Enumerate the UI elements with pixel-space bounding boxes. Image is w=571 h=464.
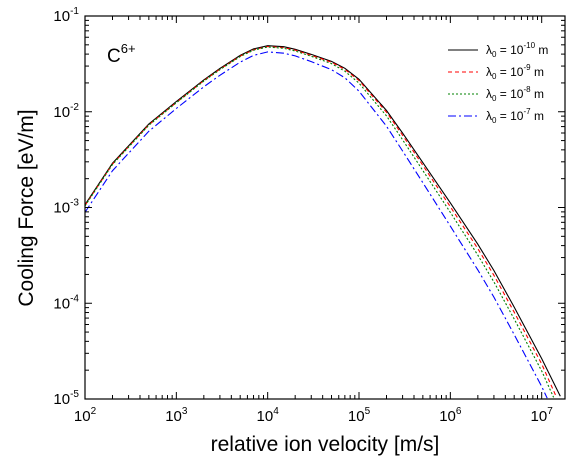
y-tick-label: 10-3: [53, 198, 79, 217]
y-tick-label-base: 10: [53, 104, 70, 121]
x-tick-label-base: 10: [257, 408, 274, 425]
series-line-3: [84, 46, 555, 398]
x-tick-label-exponent: 2: [91, 406, 97, 417]
series-line-4: [84, 51, 548, 399]
legend: λ0 = 10-10 mλ0 = 10-9 mλ0 = 10-8 mλ0 = 1…: [448, 41, 548, 125]
legend-exponent: -8: [523, 85, 531, 94]
series-line-1: [84, 45, 561, 397]
plot-lines: [84, 45, 561, 399]
legend-equals: = 10: [496, 87, 523, 101]
y-tick-label-exponent: -2: [70, 102, 79, 113]
x-axis-label: relative ion velocity [m/s]: [211, 433, 440, 456]
x-tick-label-base: 10: [531, 408, 548, 425]
y-tick-label-base: 10: [53, 200, 70, 217]
x-tick-label-exponent: 3: [182, 406, 188, 417]
y-tick-label: 10-4: [53, 293, 79, 312]
legend-label-3: λ0 = 10-8 m: [486, 85, 544, 103]
y-axis-label: Cooling Force [eV/m]: [15, 109, 38, 306]
x-tick-label-exponent: 6: [456, 406, 462, 417]
legend-unit: m: [535, 43, 548, 57]
x-tick-label-base: 10: [348, 408, 365, 425]
legend-lambda: λ: [486, 43, 492, 57]
y-tick-label-exponent: -4: [70, 293, 79, 304]
legend-exponent: -7: [523, 107, 531, 116]
y-tick-label: 10-5: [53, 389, 79, 408]
ion-annotation-base: C: [107, 46, 121, 67]
x-tick-label: 103: [165, 406, 188, 425]
legend-lambda: λ: [486, 109, 492, 123]
x-tick-label-base: 10: [165, 408, 182, 425]
legend-subscript: 0: [492, 94, 497, 103]
x-tick-label: 105: [348, 406, 371, 425]
y-tick-label: 10-2: [53, 102, 79, 121]
y-tick-label-exponent: -1: [70, 6, 79, 17]
legend-lambda: λ: [486, 65, 492, 79]
legend-lambda: λ: [486, 87, 492, 101]
legend-equals: = 10: [496, 43, 523, 57]
y-tick-label-base: 10: [53, 8, 70, 25]
x-tick-label: 104: [257, 406, 280, 425]
legend-subscript: 0: [492, 116, 497, 125]
x-tick-label-exponent: 4: [273, 406, 279, 417]
y-tick-label: 10-1: [53, 6, 79, 25]
x-tick-label-base: 10: [74, 408, 91, 425]
y-tick-label-exponent: -3: [70, 198, 79, 209]
legend-exponent: -10: [523, 41, 535, 50]
y-tick-label-base: 10: [53, 295, 70, 312]
legend-unit: m: [531, 109, 544, 123]
ion-annotation: C6+: [107, 41, 136, 67]
legend-label-1: λ0 = 10-10 m: [486, 41, 548, 59]
y-tick-label-exponent: -5: [70, 389, 79, 400]
legend-subscript: 0: [492, 72, 497, 81]
ion-annotation-charge: 6+: [121, 41, 136, 56]
x-tick-label-base: 10: [439, 408, 456, 425]
legend-unit: m: [531, 65, 544, 79]
legend-equals: = 10: [496, 109, 523, 123]
legend-subscript: 0: [492, 50, 497, 59]
legend-exponent: -9: [523, 63, 531, 72]
legend-label-4: λ0 = 10-7 m: [486, 107, 544, 125]
x-tick-label: 106: [439, 406, 462, 425]
x-tick-label-exponent: 7: [547, 406, 553, 417]
legend-label-2: λ0 = 10-9 m: [486, 63, 544, 81]
series-line-2: [84, 45, 557, 398]
x-tick-label: 102: [74, 406, 97, 425]
x-tick-label-exponent: 5: [365, 406, 371, 417]
legend-unit: m: [531, 87, 544, 101]
legend-equals: = 10: [496, 65, 523, 79]
x-tick-label: 107: [531, 406, 554, 425]
axis-ticks: [84, 15, 565, 400]
y-tick-label-base: 10: [53, 391, 70, 408]
